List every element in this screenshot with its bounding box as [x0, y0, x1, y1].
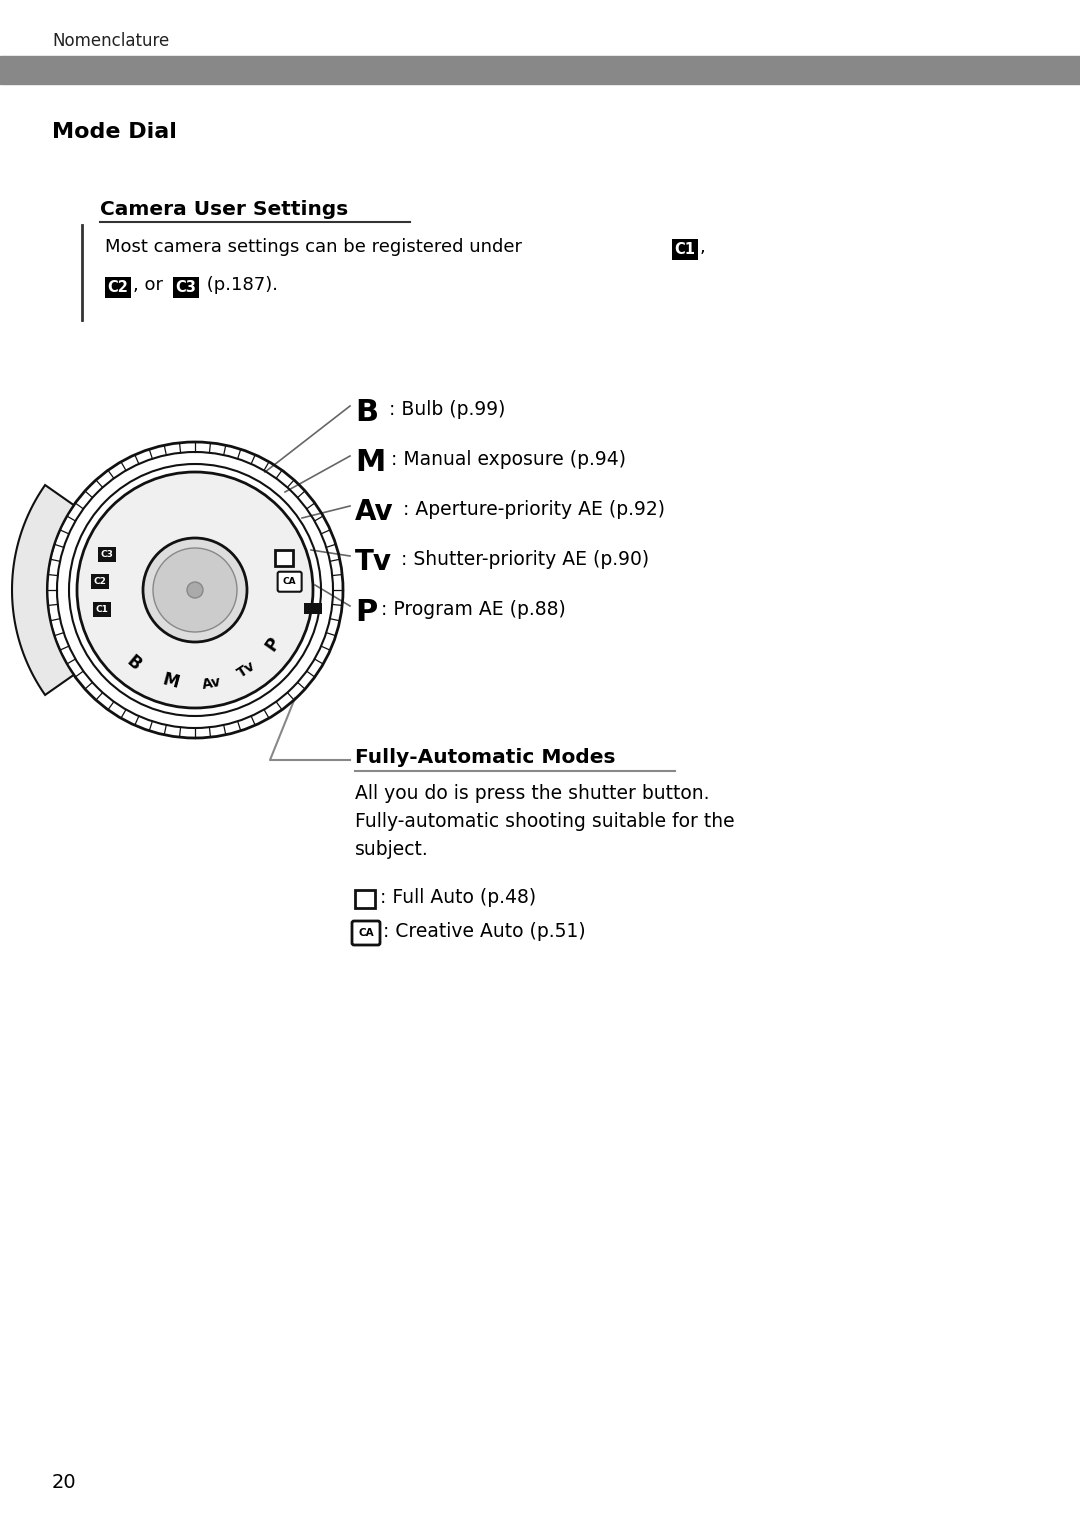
- Text: Tv: Tv: [355, 548, 392, 576]
- Bar: [173, 277, 199, 298]
- Bar: [0, 56, 1080, 84]
- Text: B: B: [123, 653, 145, 674]
- Polygon shape: [12, 485, 73, 695]
- Text: : Program AE (p.88): : Program AE (p.88): [375, 599, 566, 619]
- Text: B: B: [355, 399, 378, 427]
- Bar: [98, 548, 116, 561]
- Bar: [92, 575, 109, 589]
- Text: M: M: [355, 449, 386, 478]
- Text: C2: C2: [94, 578, 107, 586]
- Text: : Aperture-priority AE (p.92): : Aperture-priority AE (p.92): [397, 500, 665, 519]
- Text: subject.: subject.: [355, 840, 429, 859]
- Circle shape: [77, 472, 313, 707]
- Text: Av: Av: [355, 497, 393, 526]
- Text: C3: C3: [176, 280, 197, 295]
- Text: : Shutter-priority AE (p.90): : Shutter-priority AE (p.90): [395, 551, 649, 569]
- Text: 20: 20: [52, 1472, 77, 1492]
- Text: , or: , or: [133, 275, 168, 294]
- Text: CA: CA: [283, 578, 296, 586]
- Text: : Bulb (p.99): : Bulb (p.99): [383, 400, 505, 418]
- Text: Tv: Tv: [235, 659, 258, 680]
- Text: C1: C1: [675, 242, 696, 257]
- Bar: [355, 890, 375, 908]
- Text: : Full Auto (p.48): : Full Auto (p.48): [380, 888, 536, 907]
- Text: : Manual exposure (p.94): : Manual exposure (p.94): [384, 450, 626, 468]
- Text: All you do is press the shutter button.: All you do is press the shutter button.: [355, 783, 710, 803]
- Text: Fully-automatic shooting suitable for the: Fully-automatic shooting suitable for th…: [355, 812, 734, 830]
- Text: C1: C1: [96, 605, 108, 614]
- Bar: [275, 549, 294, 566]
- Circle shape: [143, 538, 247, 642]
- Circle shape: [153, 548, 237, 633]
- FancyBboxPatch shape: [278, 572, 301, 592]
- Text: C3: C3: [100, 551, 113, 558]
- Circle shape: [187, 583, 203, 598]
- Text: Nomenclature: Nomenclature: [52, 32, 170, 50]
- Text: CA: CA: [359, 928, 374, 938]
- Text: C2: C2: [108, 280, 129, 295]
- Text: Mode Dial: Mode Dial: [52, 122, 177, 141]
- Text: ,: ,: [700, 237, 705, 256]
- FancyBboxPatch shape: [352, 922, 380, 945]
- Bar: [305, 602, 322, 613]
- Text: P: P: [355, 598, 377, 627]
- Text: M: M: [160, 671, 180, 692]
- Text: Most camera settings can be registered under: Most camera settings can be registered u…: [105, 237, 528, 256]
- Bar: [672, 239, 698, 260]
- Bar: [93, 602, 111, 618]
- Text: Fully-Automatic Modes: Fully-Automatic Modes: [355, 748, 616, 767]
- Text: P: P: [262, 634, 284, 654]
- Text: Av: Av: [201, 675, 222, 692]
- Text: Camera User Settings: Camera User Settings: [100, 199, 348, 219]
- Text: : Creative Auto (p.51): : Creative Auto (p.51): [383, 922, 585, 941]
- Text: (p.187).: (p.187).: [201, 275, 278, 294]
- Bar: [105, 277, 131, 298]
